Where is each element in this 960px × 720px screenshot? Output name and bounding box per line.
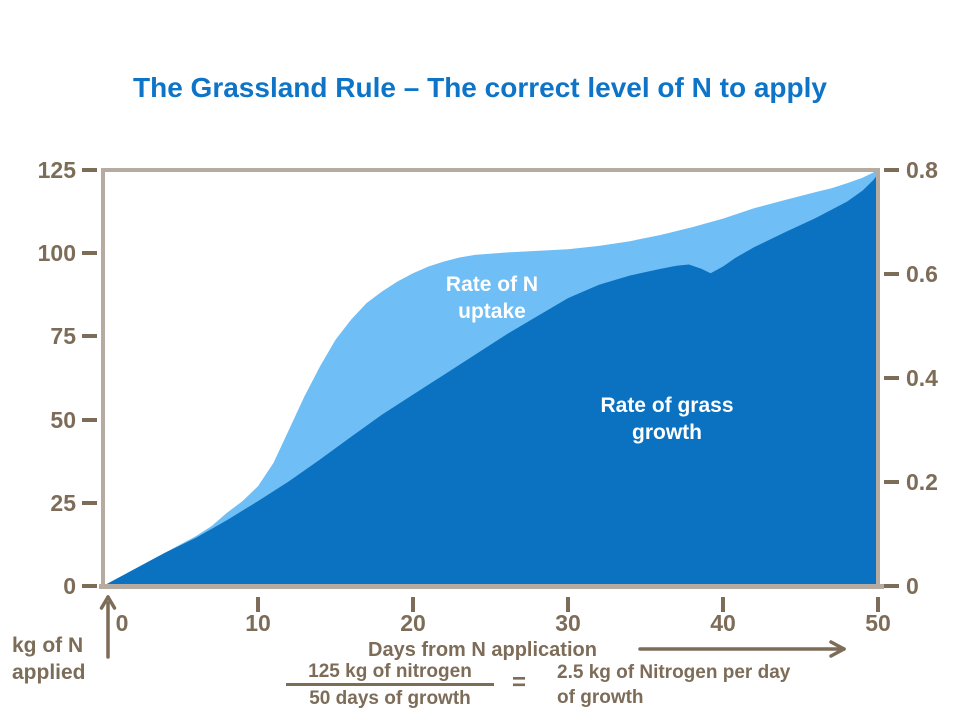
left-axis-tick-label: 25: [50, 489, 76, 516]
left-axis-tick-label: 125: [37, 157, 76, 183]
series-label-grass-growth-line2: growth: [632, 421, 702, 444]
series-label-n-uptake: Rate of N uptake: [382, 271, 602, 325]
left-axis-tick-label: 0: [63, 573, 76, 599]
x-axis-tick-label: 50: [865, 610, 891, 636]
series-label-grass-growth-line1: Rate of grass: [600, 394, 734, 417]
left-axis-tick: [82, 251, 97, 256]
series-label-n-uptake-line1: Rate of N: [445, 273, 539, 296]
x-axis-tick: [566, 597, 570, 612]
right-axis-tick: [884, 480, 899, 484]
up-arrow-icon: [99, 595, 117, 659]
series-label-grass-growth: Rate of grass growth: [547, 392, 787, 446]
left-axis-tick-label: 100: [37, 240, 76, 267]
right-axis-tick-label: 0.2: [906, 469, 938, 495]
formula-result-line2: of growth: [557, 687, 644, 708]
right-arrow-icon: [638, 640, 846, 658]
page-title: The Grassland Rule – The correct level o…: [133, 72, 827, 103]
x-axis-tick-label: 10: [245, 610, 271, 636]
right-axis-tick: [884, 272, 899, 276]
left-axis-tick-label: 75: [50, 323, 76, 350]
formula-result-line1: 2.5 kg of Nitrogen per day: [557, 662, 791, 683]
left-axis-title-line2: applied: [12, 661, 86, 684]
x-axis-tick: [876, 597, 880, 612]
right-axis-tick-label: 0.8: [906, 157, 938, 183]
x-axis-tick-label: 0: [115, 610, 129, 636]
x-axis-tick: [256, 597, 260, 612]
formula-fraction-bar: [286, 683, 494, 686]
area-series-grass-growth: [103, 174, 878, 586]
left-axis-tick: [82, 168, 97, 172]
x-axis-tick-label: 40: [710, 610, 736, 636]
left-axis-title: kg of N applied: [12, 632, 86, 686]
left-axis-tick: [82, 500, 97, 505]
left-axis-tick: [82, 334, 97, 339]
formula-denominator: 50 days of growth: [309, 688, 471, 709]
formula-numerator: 125 kg of nitrogen: [308, 661, 472, 682]
plot-frame-top: [101, 168, 880, 172]
x-axis-line: [99, 584, 884, 589]
right-axis-tick: [884, 168, 899, 172]
series-label-n-uptake-line2: uptake: [458, 300, 526, 323]
right-axis-tick-label: 0.4: [906, 365, 938, 391]
right-axis-tick: [884, 376, 899, 380]
left-axis-tick: [82, 584, 97, 588]
right-axis-tick: [884, 584, 899, 588]
x-axis-tick-label: 20: [400, 610, 426, 636]
x-axis-tick: [721, 597, 725, 612]
x-axis-tick: [411, 597, 415, 612]
x-axis-tick-label: 30: [555, 610, 581, 636]
right-axis-line: [876, 168, 880, 589]
x-axis-title: Days from N application: [368, 639, 597, 661]
left-axis-tick-label: 50: [50, 406, 76, 433]
right-axis-tick-label: 0: [906, 573, 919, 599]
left-axis-line: [101, 168, 105, 589]
right-axis-tick-label: 0.6: [906, 261, 938, 287]
left-axis-title-line1: kg of N: [12, 634, 84, 657]
left-axis-tick: [82, 417, 97, 422]
formula-equals-sign: =: [512, 669, 527, 696]
